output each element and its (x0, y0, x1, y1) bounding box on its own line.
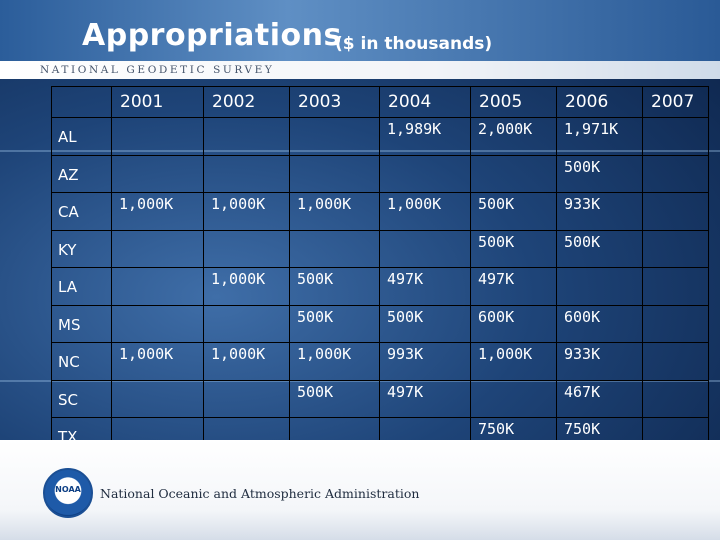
table-row: MS 500K 500K 600K 600K (51, 304, 709, 343)
appropriation-cell: 500K (470, 192, 557, 231)
noaa-logo: NOAA (43, 468, 93, 518)
slide-subtitle: ($ in thousands) (335, 34, 493, 54)
appropriation-cell (642, 192, 709, 231)
appropriation-cell: 497K (379, 267, 471, 306)
appropriation-cell (289, 229, 380, 268)
appropriation-cell (111, 379, 204, 418)
year-header: 2001 (111, 86, 204, 118)
appropriation-cell: 1,000K (470, 342, 557, 381)
appropriation-cell: 500K (289, 304, 380, 343)
appropriation-cell: 1,000K (111, 192, 204, 231)
appropriation-cell: 1,000K (203, 192, 290, 231)
year-header: 2005 (470, 86, 557, 118)
appropriation-cell (203, 154, 290, 193)
appropriation-cell (203, 304, 290, 343)
appropriation-cell: 1,000K (203, 267, 290, 306)
appropriation-cell: 1,000K (289, 192, 380, 231)
year-header: 2004 (379, 86, 471, 118)
noaa-logo-text: NOAA (55, 485, 81, 494)
table-row: CA 1,000K 1,000K 1,000K 1,000K 500K 933K (51, 192, 709, 231)
state-label: SC (51, 379, 112, 418)
appropriation-cell: 993K (379, 342, 471, 381)
appropriation-cell: 1,971K (556, 117, 643, 156)
appropriation-cell (111, 117, 204, 156)
appropriation-cell: 500K (289, 267, 380, 306)
appropriation-cell (289, 117, 380, 156)
state-label: KY (51, 229, 112, 268)
appropriation-cell (379, 229, 471, 268)
appropriation-cell (556, 267, 643, 306)
organization-name: National Oceanic and Atmospheric Adminis… (100, 486, 420, 501)
year-header: 2006 (556, 86, 643, 118)
table-row: LA 1,000K 500K 497K 497K (51, 267, 709, 306)
header-band (0, 0, 720, 68)
appropriation-cell (642, 267, 709, 306)
slide-title: Appropriations (82, 18, 342, 53)
agency-bar-label: NATIONAL GEODETIC SURVEY (40, 64, 275, 76)
corner-cell (51, 86, 112, 118)
appropriation-cell (642, 117, 709, 156)
appropriation-cell (642, 229, 709, 268)
state-label: AL (51, 117, 112, 156)
appropriation-cell (111, 304, 204, 343)
footer-band (0, 440, 720, 540)
appropriation-cell (111, 267, 204, 306)
appropriation-cell: 1,000K (111, 342, 204, 381)
appropriation-cell (642, 154, 709, 193)
appropriation-cell (642, 304, 709, 343)
table-header-row: 2001 2002 2003 2004 2005 2006 2007 (51, 86, 709, 118)
appropriation-cell (289, 154, 380, 193)
state-label: MS (51, 304, 112, 343)
appropriation-cell (642, 379, 709, 418)
table-row: NC 1,000K 1,000K 1,000K 993K 1,000K 933K (51, 342, 709, 381)
year-header: 2002 (203, 86, 290, 118)
appropriation-cell: 1,000K (203, 342, 290, 381)
table-row: KY 500K 500K (51, 229, 709, 268)
table-row: SC 500K 497K 467K (51, 379, 709, 418)
appropriation-cell (203, 117, 290, 156)
appropriation-cell: 467K (556, 379, 643, 418)
appropriation-cell: 2,000K (470, 117, 557, 156)
appropriation-cell: 500K (556, 229, 643, 268)
appropriation-cell: 500K (379, 304, 471, 343)
agency-bar (0, 61, 720, 79)
year-header: 2003 (289, 86, 380, 118)
appropriation-cell (203, 379, 290, 418)
appropriation-cell: 933K (556, 192, 643, 231)
state-label: NC (51, 342, 112, 381)
appropriation-cell: 500K (289, 379, 380, 418)
appropriation-cell (111, 229, 204, 268)
appropriation-cell: 1,989K (379, 117, 471, 156)
state-label: LA (51, 267, 112, 306)
state-label: CA (51, 192, 112, 231)
appropriation-cell (470, 154, 557, 193)
appropriation-cell (203, 229, 290, 268)
appropriation-cell: 497K (379, 379, 471, 418)
appropriation-cell (470, 379, 557, 418)
appropriation-cell: 600K (470, 304, 557, 343)
appropriation-cell: 500K (470, 229, 557, 268)
year-header: 2007 (642, 86, 709, 118)
appropriation-cell: 497K (470, 267, 557, 306)
appropriation-cell (642, 342, 709, 381)
appropriation-cell: 500K (556, 154, 643, 193)
appropriation-cell (111, 154, 204, 193)
appropriation-cell: 600K (556, 304, 643, 343)
table-row: AZ 500K (51, 154, 709, 193)
appropriation-cell: 1,000K (289, 342, 380, 381)
table-row: AL 1,989K 2,000K 1,971K (51, 117, 709, 156)
appropriation-cell: 1,000K (379, 192, 471, 231)
appropriation-cell: 933K (556, 342, 643, 381)
state-label: AZ (51, 154, 112, 193)
appropriation-cell (379, 154, 471, 193)
